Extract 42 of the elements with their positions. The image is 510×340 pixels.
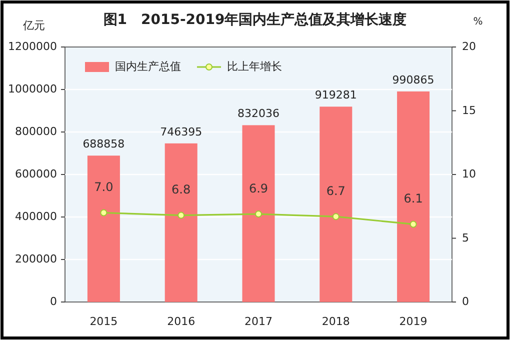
y-tick-label: 200000 — [15, 252, 57, 266]
point — [410, 220, 417, 228]
x-tick-label: 2019 — [399, 315, 428, 328]
y-tick-label: 1000000 — [8, 82, 57, 96]
y-tick-label: 600000 — [15, 168, 57, 181]
x-tick-label: 2016 — [167, 315, 196, 328]
y-tick-label: 800000 — [15, 125, 57, 138]
y-tick-label: 0 — [50, 295, 57, 308]
x-tick-label: 2015 — [90, 315, 118, 328]
y2-tick-label: 10 — [462, 168, 476, 181]
bar — [242, 125, 275, 302]
y-axis-title: 亿元 — [22, 19, 45, 32]
data-label: 6.8 — [172, 182, 191, 197]
bar — [397, 91, 430, 302]
data-label: 6.1 — [404, 192, 423, 206]
y2-tick-label: 15 — [462, 104, 476, 117]
legend-label: 国内生产总值 — [115, 60, 181, 74]
data-label: 7.0 — [94, 180, 114, 194]
data-label: 688858 — [82, 138, 125, 151]
x-tick-label: 2017 — [244, 315, 272, 328]
bar — [87, 156, 120, 302]
y2-tick-label: 0 — [462, 295, 469, 308]
chart-title: 图1 2015-2019年国内生产总值及其增长速度 — [103, 10, 407, 28]
y-tick-label: 1200000 — [8, 40, 57, 54]
point — [178, 212, 185, 219]
legend-label: 比上年增长 — [227, 60, 282, 74]
x-tick-label: 2018 — [322, 315, 350, 328]
point — [100, 209, 108, 216]
data-label: 746395 — [160, 125, 202, 138]
data-label: 990865 — [392, 73, 434, 86]
data-label: 919281 — [314, 88, 357, 102]
point — [255, 210, 262, 218]
bar — [164, 143, 198, 302]
y2-tick-label: 20 — [462, 40, 476, 54]
y2-axis-title: % — [473, 16, 483, 28]
y-tick-label: 400000 — [15, 210, 57, 224]
point — [332, 213, 340, 220]
data-label: 6.9 — [248, 181, 268, 196]
y2-tick-label: 5 — [462, 231, 469, 244]
data-label: 832036 — [238, 107, 280, 120]
bar — [320, 106, 352, 302]
data-label: 6.7 — [326, 184, 346, 198]
